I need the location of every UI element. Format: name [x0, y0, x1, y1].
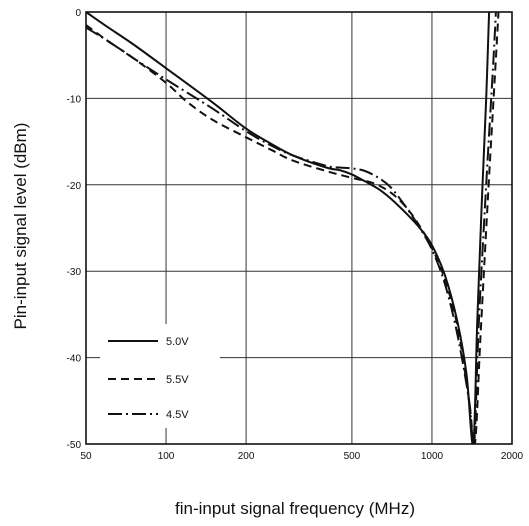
x-tick-label: 2000 [501, 451, 524, 462]
x-tick-label: 500 [344, 451, 361, 462]
x-tick-label: 50 [80, 451, 92, 462]
x-tick-labels: 50 100 200 500 1000 2000 [80, 451, 523, 462]
y-tick-label: 0 [75, 8, 81, 19]
legend-label-5v5: 5.5V [166, 374, 189, 386]
y-axis-title: Pin-input signal level (dBm) [11, 123, 30, 330]
legend-label-5v0: 5.0V [166, 336, 189, 348]
y-tick-labels: 0 -10 -20 -30 -40 -50 [67, 8, 82, 451]
x-tick-label: 1000 [421, 451, 444, 462]
y-tick-label: -40 [67, 354, 82, 365]
legend: 5.0V 5.5V 4.5V [100, 324, 220, 428]
x-tick-label: 100 [158, 451, 175, 462]
series-line-2 [86, 12, 500, 444]
series-line-1 [86, 12, 491, 444]
y-tick-label: -30 [67, 267, 82, 278]
x-tick-label: 200 [238, 451, 255, 462]
series-lines [86, 12, 500, 444]
legend-label-4v5: 4.5V [166, 409, 189, 421]
legend-box [100, 324, 220, 428]
series-line-3 [86, 12, 497, 444]
y-tick-label: -20 [67, 181, 82, 192]
y-tick-label: -50 [67, 440, 82, 451]
x-axis-title: fin-input signal frequency (MHz) [175, 499, 415, 518]
plot-frame [85, 11, 513, 445]
y-tick-label: -10 [67, 94, 82, 105]
